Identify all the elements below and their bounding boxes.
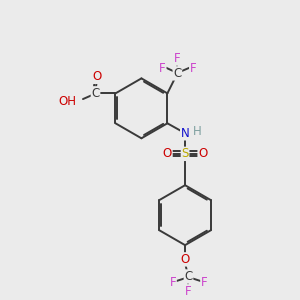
Text: O: O [92,70,102,83]
Text: F: F [190,62,196,75]
Text: H: H [193,124,201,137]
Text: F: F [169,276,176,289]
Text: O: O [180,253,190,266]
Text: F: F [174,52,181,65]
Text: F: F [185,285,192,298]
Text: C: C [92,87,100,100]
Text: S: S [182,147,189,160]
Text: OH: OH [58,95,76,108]
Text: C: C [173,67,182,80]
Text: O: O [198,147,207,160]
Text: F: F [159,62,166,75]
Text: O: O [163,147,172,160]
Text: C: C [184,270,193,283]
Text: F: F [201,276,208,289]
Text: N: N [181,127,189,140]
